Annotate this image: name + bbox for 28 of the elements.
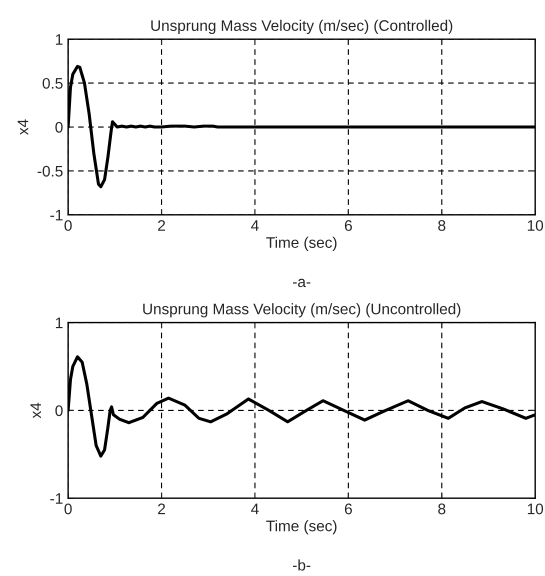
x-tick-label: 2 — [158, 504, 166, 514]
x-tick-label: 10 — [528, 504, 544, 514]
x-tick-label: 8 — [438, 504, 446, 514]
x-tick-label: 4 — [251, 504, 259, 514]
x-tick-label: 6 — [344, 504, 352, 514]
y-axis-title: x4 — [18, 119, 28, 135]
text: -a- — [293, 278, 310, 288]
x-tick-label: 4 — [251, 220, 259, 231]
y-tick-label: -0.5 — [38, 166, 63, 177]
y-tick-label: 0.5 — [42, 78, 63, 89]
x-tick-label: 6 — [344, 220, 352, 231]
chart-title: Unsprung Mass Velocity (m/sec) (Controlled) — [151, 20, 452, 34]
chart-title: Unsprung Mass Velocity (m/sec) (Uncontrolled) — [143, 303, 460, 318]
y-tick-label: -1 — [50, 493, 63, 504]
x-tick-label: 10 — [528, 220, 544, 231]
y-tick-label: 0 — [55, 122, 63, 133]
y-tick-label: 0 — [55, 405, 63, 416]
x-tick-label: 8 — [438, 220, 446, 231]
x-axis-title: Time (sec) — [266, 520, 336, 534]
x-tick-label: 0 — [64, 504, 72, 514]
x-tick-label: 2 — [158, 220, 166, 231]
x-tick-label: 0 — [64, 220, 72, 231]
x-axis-title: Time (sec) — [266, 236, 336, 251]
y-tick-label: 1 — [56, 318, 63, 328]
y-tick-label: 1 — [56, 34, 63, 45]
y-tick-label: -1 — [50, 210, 63, 220]
y-axis-title: x4 — [30, 402, 41, 418]
text: -b- — [293, 559, 310, 571]
